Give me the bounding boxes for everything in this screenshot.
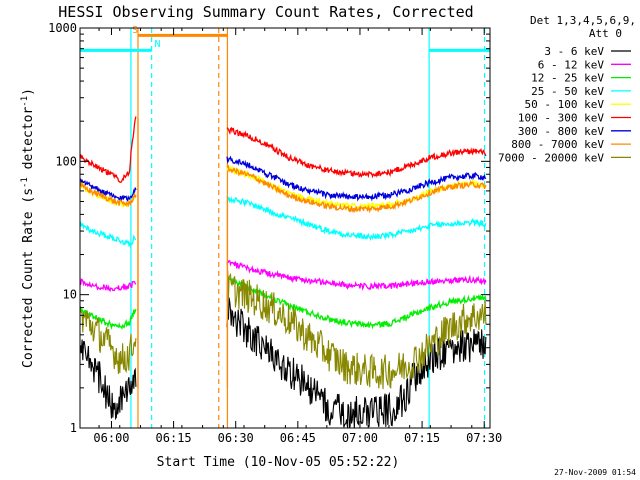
chart-title: HESSI Observing Summary Count Rates, Cor… xyxy=(58,3,473,21)
legend-header-attenuator: Att 0 xyxy=(589,27,622,40)
legend-label-9: 7000 - 20000 keV xyxy=(498,151,604,164)
series-segment-4-1 xyxy=(80,221,137,248)
y-tick-label-2: 10 xyxy=(63,288,77,302)
series-3-to-6kev xyxy=(80,297,487,428)
legend-label-4: 25 - 50 keV xyxy=(531,85,604,98)
series-50-to-100kev xyxy=(80,165,487,211)
series-segment-7-2 xyxy=(226,155,487,202)
series-segment-2-1 xyxy=(80,278,137,293)
series-segment-4-2 xyxy=(226,195,487,242)
legend-label-1: 3 - 6 keV xyxy=(544,45,604,58)
series-800-to-7000kev xyxy=(80,164,487,214)
y-axis-label: Corrected Count Rate (s-1 detector-1) xyxy=(20,88,36,368)
series-7000-to-20000kev xyxy=(80,270,487,390)
series-6-to-12kev xyxy=(80,259,487,293)
series-segment-9-2 xyxy=(226,270,487,390)
series-segment-9-1 xyxy=(80,305,137,374)
legend-label-2: 6 - 12 keV xyxy=(538,58,605,71)
legend-label-3: 12 - 25 keV xyxy=(531,72,604,85)
legend-label-7: 300 - 800 keV xyxy=(518,125,604,138)
y-tick-label-4: 1000 xyxy=(48,21,77,35)
series-segment-1-2 xyxy=(226,297,487,428)
series-segment-1-1 xyxy=(80,339,137,421)
x-tick-label-2: 06:15 xyxy=(156,431,192,445)
series-segment-7-1 xyxy=(80,178,137,202)
x-axis-label: Start Time (10-Nov-05 05:52:22) xyxy=(157,455,400,470)
y-axis-label-sup1: -1 xyxy=(20,177,30,188)
x-tick-label-5: 07:00 xyxy=(342,431,378,445)
legend-label-8: 800 - 7000 keV xyxy=(511,138,604,151)
y-tick-label-3: 100 xyxy=(55,154,77,168)
legend-label-6: 100 - 300 keV xyxy=(518,112,604,125)
series-segment-3-2 xyxy=(226,276,487,330)
series-layer xyxy=(80,116,487,428)
flag-label-s: S xyxy=(132,25,138,36)
vertical-marker-layer xyxy=(130,28,486,428)
series-segment-2-2 xyxy=(226,259,487,292)
series-25-to-50kev xyxy=(80,195,487,248)
legend-label-5: 50 - 100 keV xyxy=(525,98,605,111)
footer-timestamp: 27-Nov-2009 01:54 xyxy=(554,468,636,477)
x-tick-label-6: 07:15 xyxy=(404,431,440,445)
axis-layer: 06:00 06:15 06:30 06:45 07:00 07:15 07:30 1 10 10… xyxy=(48,21,502,445)
y-axis-label-part2: detector xyxy=(21,107,36,178)
legend-header-detectors: Det 1,3,4,5,6,9, xyxy=(530,14,636,27)
annotation-label-layer: SN xyxy=(132,25,160,50)
y-axis-label-part1: Corrected Count Rate (s xyxy=(21,188,36,368)
horizontal-bar-layer xyxy=(80,33,490,52)
x-tick-label-3: 06:30 xyxy=(218,431,254,445)
x-tick-label-7: 07:30 xyxy=(466,431,502,445)
x-tick-label-1: 06:00 xyxy=(93,431,129,445)
series-100-to-300kev xyxy=(80,116,487,184)
series-300-to-800kev xyxy=(80,155,487,202)
series-segment-6-1 xyxy=(80,116,137,184)
series-segment-8-1 xyxy=(80,181,137,208)
x-tick-label-4: 06:45 xyxy=(280,431,316,445)
series-segment-6-2 xyxy=(226,126,487,179)
y-axis-label-part3: ) xyxy=(21,88,36,96)
y-tick-label-1: 1 xyxy=(70,421,77,435)
series-segment-8-2 xyxy=(226,164,487,214)
y-axis-label-sup2: -1 xyxy=(20,96,30,107)
flag-label-n: N xyxy=(155,39,161,50)
